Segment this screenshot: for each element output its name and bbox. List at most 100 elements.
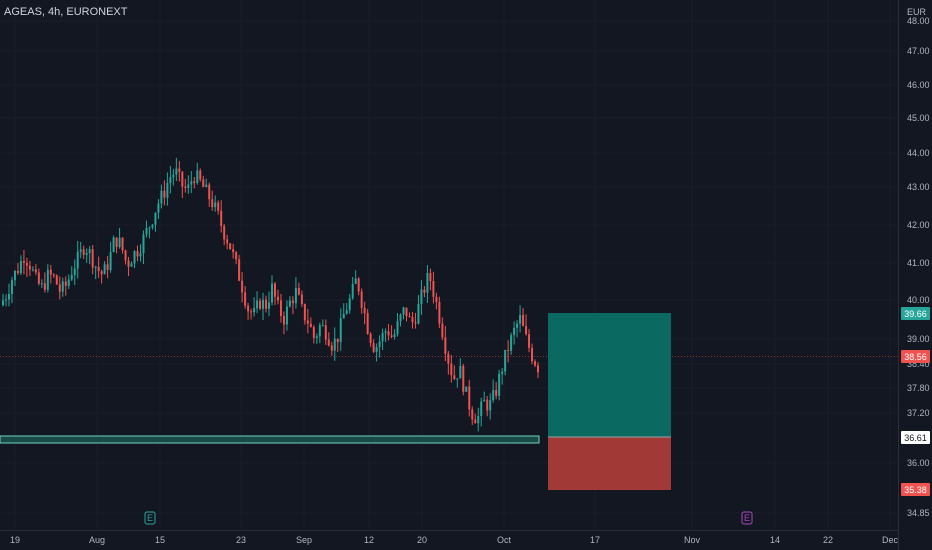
candle-body (363, 307, 366, 314)
candle-body (139, 253, 142, 257)
candle-body (351, 283, 354, 299)
candle-body (426, 273, 429, 293)
candle-body (279, 300, 282, 317)
candle-body (495, 389, 498, 396)
candle-body (390, 335, 393, 337)
candle-body (100, 271, 103, 275)
price-tick-label: 37.20 (907, 408, 930, 418)
support-line[interactable] (0, 435, 540, 444)
target-price-label: 39.66 (904, 309, 927, 319)
candle-body (324, 325, 327, 340)
candle-body (309, 323, 312, 328)
candle-body (441, 323, 444, 338)
symbol-title[interactable]: AGEAS, 4h, EURONEXT (4, 6, 128, 18)
candle-body (247, 305, 250, 312)
candle-body (366, 313, 369, 334)
candle-body (79, 249, 82, 252)
candle-body (423, 289, 426, 293)
candle-body (444, 337, 447, 354)
time-tick-label: 20 (417, 535, 427, 545)
candle-body (375, 347, 378, 352)
candle-body (112, 237, 115, 252)
candle-body (405, 307, 408, 317)
candle-body (528, 334, 531, 348)
candle-body (450, 363, 453, 376)
candle-body (453, 375, 456, 379)
candle-body (369, 333, 372, 344)
candle-body (297, 287, 300, 295)
candle-body (459, 365, 462, 379)
currency-label: EUR (907, 7, 927, 17)
entry-price-label: 36.61 (904, 433, 927, 443)
candle-body (456, 378, 459, 380)
candle-body (31, 269, 34, 271)
candle-body (276, 296, 279, 301)
candle-body (88, 249, 91, 253)
candle-body (372, 343, 375, 352)
candle-body (345, 310, 348, 314)
time-tick-label: 14 (770, 535, 780, 545)
candle-body (315, 336, 318, 338)
candle-body (145, 228, 148, 235)
candle-body (127, 260, 130, 267)
price-tick-label: 48.00 (907, 16, 930, 26)
candle-body (130, 263, 133, 267)
price-tick-label: 36.00 (907, 458, 930, 468)
stop-zone[interactable] (548, 437, 671, 490)
time-axis[interactable]: 19 Aug 15 23 Sep 12 20 Oct 17 Nov 14 22 Dec (10, 535, 899, 545)
candle-body (477, 416, 480, 424)
candle-body (82, 249, 85, 255)
candle-body (238, 259, 241, 281)
target-zone[interactable] (548, 313, 671, 437)
candle-body (360, 291, 363, 308)
candle-body (282, 316, 285, 325)
price-tick-label: 39.00 (907, 334, 930, 344)
candle-body (300, 294, 303, 305)
candle-body (211, 199, 214, 208)
candle-body (154, 212, 157, 225)
price-tick-label: 37.80 (907, 383, 930, 393)
earnings-marker-1[interactable]: E (144, 511, 156, 525)
candle-body (417, 303, 420, 324)
candle-body (7, 294, 10, 300)
candle-body (534, 361, 537, 366)
earnings-marker-label: E (147, 513, 153, 523)
earnings-marker-2[interactable]: E (741, 511, 753, 525)
candle-body (2, 300, 4, 306)
candle-body (205, 184, 208, 187)
candle-body (10, 280, 13, 295)
candle-body (259, 300, 262, 309)
candle-body (268, 302, 271, 309)
candle-body (411, 317, 414, 323)
candle-body (118, 237, 121, 248)
candle-body (291, 300, 294, 304)
candle-body (91, 249, 94, 268)
stop-price-label: 35.38 (904, 485, 927, 495)
candle-body (474, 419, 477, 424)
candle-body (169, 177, 172, 184)
candle-body (217, 202, 220, 211)
candle-body (262, 299, 265, 309)
candle-body (151, 224, 154, 228)
candle-body (273, 283, 276, 297)
candle-body (435, 296, 438, 302)
candle-body (199, 170, 202, 180)
candle-body (124, 250, 127, 261)
candle-body (13, 270, 16, 281)
candle-body (438, 301, 441, 324)
candle-body (250, 311, 253, 313)
candle-body (25, 262, 28, 266)
candle-body (354, 278, 357, 284)
time-tick-label: Dec (882, 535, 899, 545)
price-axis[interactable]: 48.00 47.00 46.00 45.00 44.00 43.00 42.00 41.00… (907, 16, 930, 518)
candle-body (321, 325, 324, 327)
candle-body (312, 327, 315, 338)
candle-body (166, 183, 169, 198)
candle-body (271, 283, 273, 303)
candle-body (148, 227, 151, 229)
candle-body (220, 210, 223, 226)
candle-body (85, 252, 88, 255)
price-tick-label: 34.85 (907, 508, 930, 518)
time-tick-label: 23 (236, 535, 246, 545)
